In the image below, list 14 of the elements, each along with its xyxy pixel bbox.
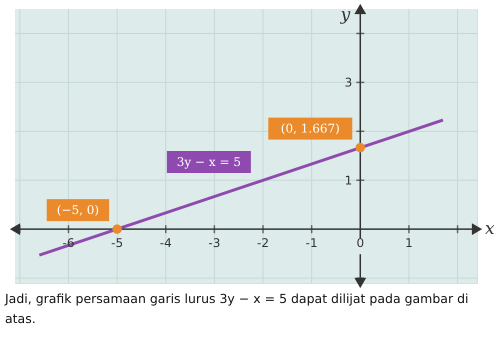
annotation: (0, 1.667) — [280, 122, 340, 136]
y-axis-title: y — [340, 5, 351, 25]
series-label: 3y − x = 5 — [176, 155, 241, 170]
x-tick-label: -5 — [111, 236, 124, 250]
x-tick-label: 1 — [405, 236, 413, 250]
x-axis-title: x — [485, 219, 495, 240]
text: Jadi, grafik persamaan garis lurus 3y − x = 5 dapat dilijat pada gambar di atas. — [4, 291, 468, 326]
x-tick-label: -3 — [208, 236, 220, 250]
x-tick-label: -2 — [257, 236, 270, 250]
x-tick-label: 0 — [356, 236, 364, 250]
x-tick-label: -4 — [160, 236, 172, 250]
annotation: (−5, 0) — [56, 203, 100, 218]
x-tick-label: -1 — [306, 236, 318, 250]
y-tick-label: 3 — [344, 75, 352, 90]
